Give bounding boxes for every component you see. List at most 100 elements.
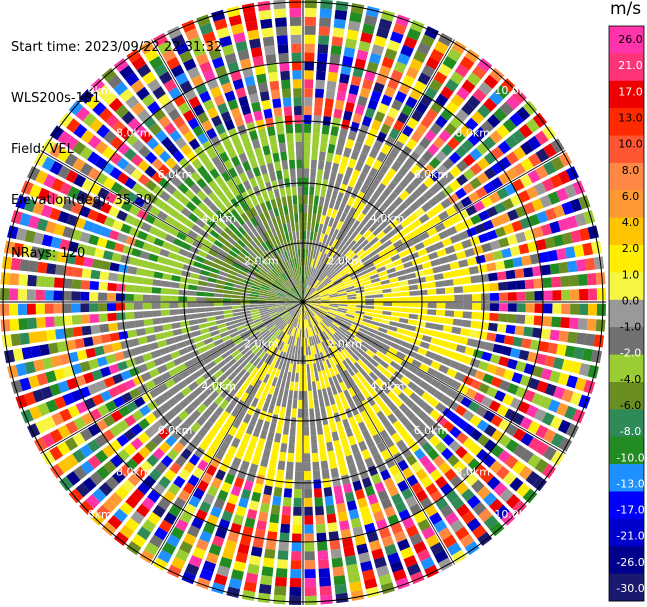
range-gate [323,278,331,285]
range-gate [503,369,515,381]
range-gate [438,63,452,77]
range-gate [391,208,402,218]
range-gate [498,292,508,301]
range-gate [532,327,543,339]
range-gate [339,127,349,139]
range-gate [336,220,343,231]
range-gate [303,302,310,309]
range-gate [354,283,364,288]
range-gate [474,370,486,381]
range-gate [478,210,490,222]
range-gate [472,293,482,301]
range-gate [442,271,453,279]
range-gate [515,314,526,324]
range-gate [408,313,419,320]
range-gate [317,44,329,54]
range-gate [346,288,356,293]
range-gate [323,319,331,326]
range-gate [386,267,396,274]
range-gate [320,274,327,282]
range-gate [490,444,504,458]
range-gate [440,86,454,100]
range-gate [484,151,497,165]
range-gate [498,172,511,185]
range-gate [533,315,544,326]
range-gate [303,159,310,169]
range-gate [415,369,426,379]
range-gate [376,205,386,216]
range-gate [353,233,363,243]
range-gate [346,291,356,295]
range-gate [516,303,526,313]
range-gate [311,150,318,161]
range-gate [527,453,542,469]
range-gate [319,233,325,243]
range-gate [370,179,380,190]
range-gate [397,229,408,239]
range-gate [416,398,427,409]
range-gate [303,299,312,302]
range-gate [506,234,518,246]
range-gate [312,133,320,143]
range-gate [324,161,332,172]
range-gate [315,88,325,98]
range-gate [512,257,523,268]
range-gate [316,61,327,72]
range-gate [323,254,330,264]
range-gate [558,261,569,274]
range-gate [337,309,347,314]
range-gate [454,63,470,78]
range-gate [391,99,403,111]
range-gate [303,212,308,222]
range-gate [334,332,343,340]
range-gate [499,101,514,116]
range-gate [341,322,351,329]
range-gate [523,201,536,215]
range-gate [330,323,339,330]
range-gate [462,311,472,319]
range-gate [496,271,507,281]
range-gate [323,107,333,117]
range-gate [476,448,490,462]
range-gate [307,266,311,276]
range-gate [561,232,573,245]
range-gate [353,141,363,152]
range-gate [357,330,367,338]
range-gate [514,325,525,336]
range-gate [393,239,403,248]
range-gate [444,122,457,136]
range-gate [482,219,494,231]
range-gate [349,326,359,333]
range-gate [327,257,335,266]
range-gate [442,407,454,419]
range-gate [316,214,321,224]
range-gate [471,111,485,125]
range-gate [528,153,542,167]
range-gate [448,151,462,164]
range-gate [436,309,446,316]
range-gate [323,317,332,325]
range-gate [347,299,357,302]
range-gate [498,156,512,170]
range-gate [334,280,343,286]
range-gate [330,248,337,257]
range-gate [332,249,340,259]
range-gate [398,392,409,403]
range-gate [387,107,399,119]
range-gate [596,288,606,301]
range-gate [397,132,409,145]
range-gate [369,273,380,280]
range-gate [325,267,333,276]
range-gate [419,136,431,149]
range-gate [328,270,336,278]
range-gate [379,374,389,384]
range-gate [329,305,339,308]
range-gate [389,277,399,283]
range-gate [421,201,433,213]
range-gate [400,302,410,307]
range-gate [311,304,321,308]
range-gate [436,415,448,427]
range-gate [379,163,390,175]
range-gate [393,140,404,152]
range-gate [542,125,557,141]
